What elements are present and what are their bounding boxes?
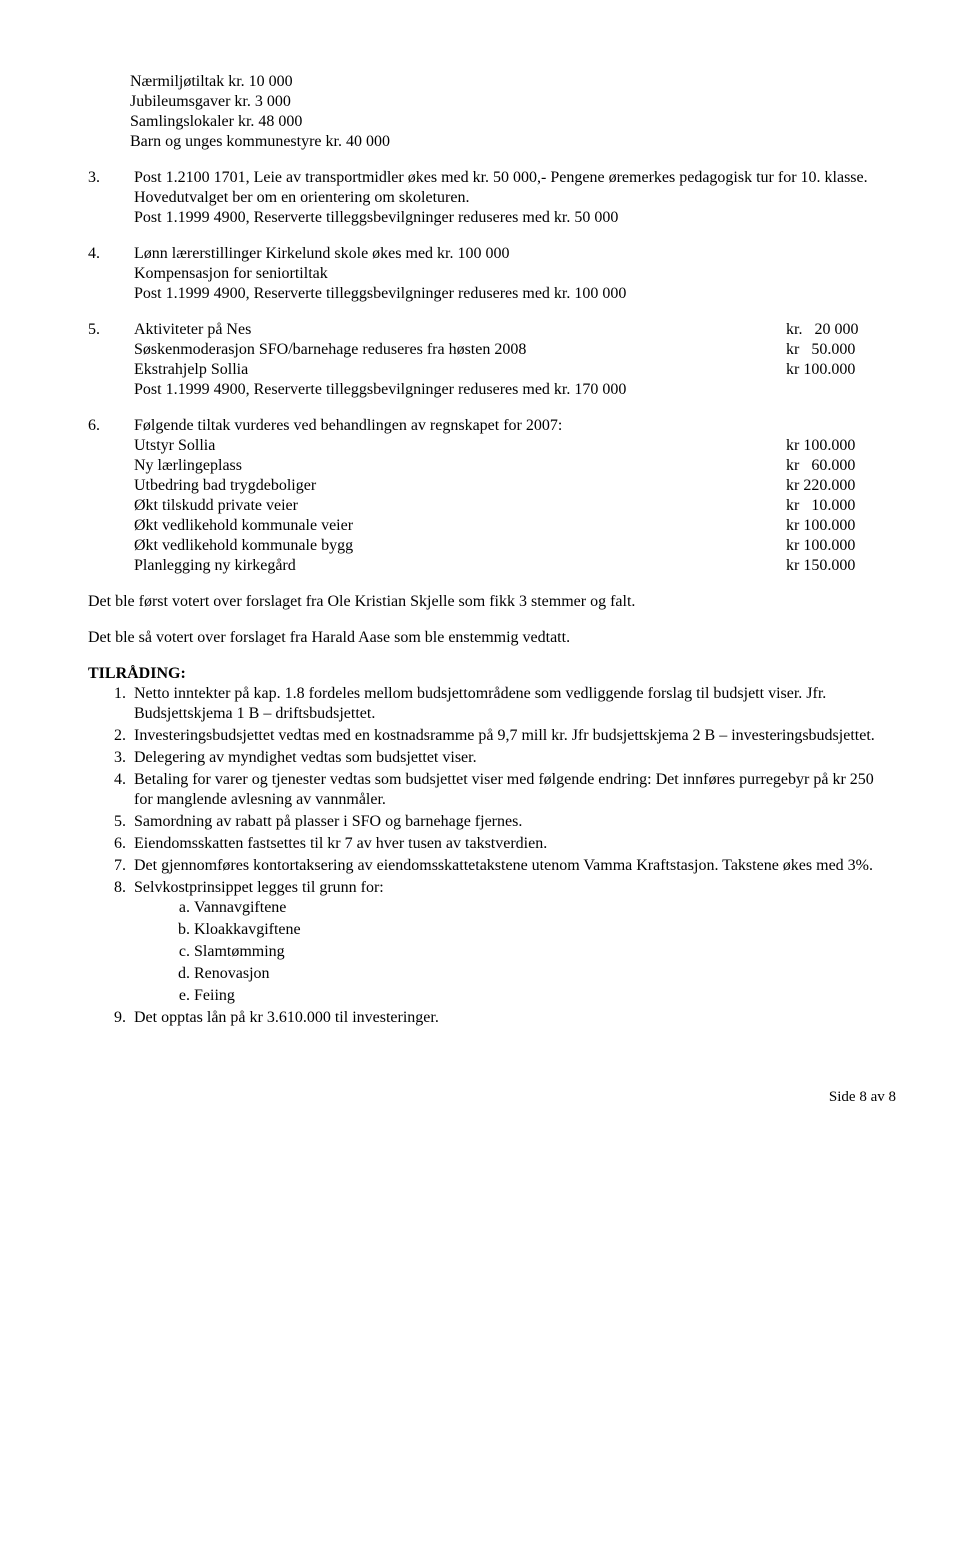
- list-item: Det opptas lån på kr 3.610.000 til inves…: [130, 1008, 896, 1028]
- item-5: 5. Aktiviteter på Neskr. 20 000 Søskenmo…: [88, 320, 896, 400]
- row-label: Ekstrahjelp Sollia: [134, 360, 786, 380]
- row-value: kr 100.000: [786, 536, 896, 556]
- row-label: Økt tilskudd private veier: [134, 496, 786, 516]
- list-item: Det gjennomføres kontortaksering av eien…: [130, 856, 896, 876]
- item-6: 6. Følgende tiltak vurderes ved behandli…: [88, 416, 896, 576]
- row-label: Planlegging ny kirkegård: [134, 556, 786, 576]
- intro-line: Samlingslokaler kr. 48 000: [88, 112, 896, 132]
- paragraph: Det ble så votert over forslaget fra Har…: [88, 628, 896, 648]
- row-value: kr 50.000: [786, 340, 896, 360]
- item-text: Følgende tiltak vurderes ved behandlinge…: [134, 416, 896, 436]
- paragraph: Det ble først votert over forslaget fra …: [88, 592, 896, 612]
- intro-lines: Nærmiljøtiltak kr. 10 000 Jubileumsgaver…: [88, 72, 896, 152]
- row-label: Ny lærlingeplass: [134, 456, 786, 476]
- sub-list-item: Feiing: [194, 986, 896, 1006]
- section-heading: TILRÅDING:: [88, 664, 896, 684]
- item-text: Post 1.1999 4900, Reserverte tilleggsbev…: [134, 208, 896, 228]
- row-value: kr 100.000: [786, 360, 896, 380]
- page-footer: Side 8 av 8: [88, 1088, 896, 1107]
- row-value: kr 220.000: [786, 476, 896, 496]
- list-item: Investeringsbudsjettet vedtas med en kos…: [130, 726, 896, 746]
- row-label: Utbedring bad trygdeboliger: [134, 476, 786, 496]
- list-item: Betaling for varer og tjenester vedtas s…: [130, 770, 896, 810]
- list-item: Eiendomsskatten fastsettes til kr 7 av h…: [130, 834, 896, 854]
- row-value: kr. 20 000: [786, 320, 896, 340]
- intro-line: Barn og unges kommunestyre kr. 40 000: [88, 132, 896, 152]
- sub-list-item: Vannavgiftene: [194, 898, 896, 918]
- item-text: Post 1.2100 1701, Leie av transportmidle…: [134, 168, 896, 208]
- item-number: 5.: [88, 320, 130, 340]
- row-value: kr 150.000: [786, 556, 896, 576]
- item-text: Lønn lærerstillinger Kirkelund skole øke…: [134, 244, 896, 264]
- ordered-list: Netto inntekter på kap. 1.8 fordeles mel…: [88, 684, 896, 1028]
- item-text: Kompensasjon for seniortiltak: [134, 264, 896, 284]
- item-text: Post 1.1999 4900, Reserverte tilleggsbev…: [134, 380, 896, 400]
- item-number: 6.: [88, 416, 130, 436]
- list-item: Samordning av rabatt på plasser i SFO og…: [130, 812, 896, 832]
- item-text: Post 1.1999 4900, Reserverte tilleggsbev…: [134, 284, 896, 304]
- list-item: Selvkostprinsippet legges til grunn for:…: [130, 878, 896, 1006]
- list-item-text: Selvkostprinsippet legges til grunn for:: [134, 879, 384, 896]
- row-value: kr 100.000: [786, 516, 896, 536]
- item-3: 3. Post 1.2100 1701, Leie av transportmi…: [88, 168, 896, 228]
- item-number: 3.: [88, 168, 130, 188]
- intro-line: Jubileumsgaver kr. 3 000: [88, 92, 896, 112]
- row-label: Aktiviteter på Nes: [134, 320, 786, 340]
- sub-list-item: Kloakkavgiftene: [194, 920, 896, 940]
- row-value: kr 10.000: [786, 496, 896, 516]
- row-label: Søskenmoderasjon SFO/barnehage reduseres…: [134, 340, 786, 360]
- row-label: Økt vedlikehold kommunale bygg: [134, 536, 786, 556]
- list-item: Netto inntekter på kap. 1.8 fordeles mel…: [130, 684, 896, 724]
- sub-list: Vannavgiftene Kloakkavgiftene Slamtømmin…: [134, 898, 896, 1006]
- row-value: kr 100.000: [786, 436, 896, 456]
- sub-list-item: Renovasjon: [194, 964, 896, 984]
- item-4: 4. Lønn lærerstillinger Kirkelund skole …: [88, 244, 896, 304]
- list-item: Delegering av myndighet vedtas som budsj…: [130, 748, 896, 768]
- item-number: 4.: [88, 244, 130, 264]
- row-label: Økt vedlikehold kommunale veier: [134, 516, 786, 536]
- sub-list-item: Slamtømming: [194, 942, 896, 962]
- row-label: Utstyr Sollia: [134, 436, 786, 456]
- row-value: kr 60.000: [786, 456, 896, 476]
- intro-line: Nærmiljøtiltak kr. 10 000: [88, 72, 896, 92]
